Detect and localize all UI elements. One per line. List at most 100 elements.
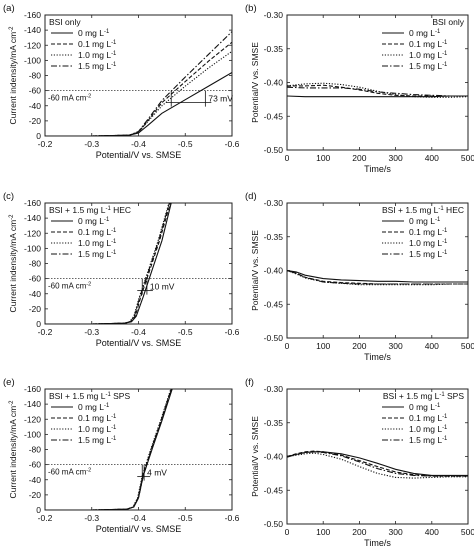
x-tick-label: -0.4 — [131, 139, 146, 149]
y-tick-label: -160 — [24, 198, 41, 208]
plot-frame — [286, 388, 469, 525]
legend-title: BSI only — [432, 17, 464, 27]
x-tick-label: 300 — [389, 341, 403, 351]
series-line-4 — [45, 389, 173, 510]
y-tick-label: -0.45 — [264, 299, 284, 309]
series-line-2 — [45, 41, 232, 136]
y-tick-label: -60 — [29, 274, 42, 284]
x-tick-label: -0.5 — [178, 327, 193, 337]
y-tick-label: -100 — [24, 55, 41, 65]
legend-entry: 1.0 mg L-1 — [78, 424, 117, 434]
y-tick-label: 0 — [36, 505, 41, 515]
series-line-1 — [287, 269, 468, 283]
legend-entry: 0.1 mg L-1 — [409, 413, 448, 423]
x-tick-label: -0.6 — [225, 327, 240, 337]
panel-e: 0 -20 -40 -60 -80 -100 -120 -140 -160 -0.2 -0.3 -0.… — [3, 377, 240, 534]
y-tick-label: 0 — [36, 319, 41, 329]
y-tick-label: -0.50 — [264, 333, 284, 343]
y-tick-label: -0.40 — [264, 78, 284, 88]
legend-entry: 1.5 mg L-1 — [78, 435, 117, 445]
panel-label: (b) — [245, 3, 257, 14]
legend-entry: 1.0 mg L-1 — [409, 238, 448, 248]
legend-entry: 0.1 mg L-1 — [78, 227, 117, 237]
plot-frame — [44, 14, 233, 137]
y-tick-label: -120 — [24, 228, 41, 238]
panel-d: -0.30 -0.35 -0.40 -0.45 -0.500 100 200 300 400 50… — [245, 191, 474, 362]
y-axis-label: Current indensity/mA cm-2 — [8, 215, 18, 313]
panel-label: (c) — [3, 191, 14, 202]
x-tick-label: 500 — [461, 341, 474, 351]
x-tick-label: 400 — [425, 341, 439, 351]
y-axis-label: Potential/V vs. SMSE — [250, 42, 260, 123]
legend-entry: 1.0 mg L-1 — [78, 50, 117, 60]
y-tick-label: -0.30 — [264, 384, 284, 394]
y-axis-label: Current indensity/mA cm-2 — [8, 27, 18, 125]
y-tick-label: -0.30 — [264, 10, 284, 20]
y-tick-label: -40 — [29, 475, 42, 485]
x-tick-label: 300 — [389, 153, 403, 163]
legend-entry: 1.0 mg L-1 — [78, 238, 117, 248]
legend-entry: 1.5 mg L-1 — [78, 61, 117, 71]
panel-c: 0 -20 -40 -60 -80 -100 -120 -140 -160 -0.2 -0.3 -0.… — [3, 191, 240, 348]
reference-line-label: -60 mA cm-2 — [48, 282, 91, 291]
y-tick-label: -140 — [24, 213, 41, 223]
y-tick-label: -120 — [24, 414, 41, 424]
y-tick-label: -0.50 — [264, 519, 284, 529]
legend-entry: 0.1 mg L-1 — [78, 413, 117, 423]
legend-entry: 0 mg L-1 — [78, 402, 110, 412]
legend-title: BSI + 1.5 mg L-1 SPS — [383, 391, 464, 401]
y-tick-label: -140 — [24, 25, 41, 35]
x-tick-label: -0.6 — [225, 139, 240, 149]
legend-entry: 0 mg L-1 — [78, 28, 110, 38]
legend-entry: 1.0 mg L-1 — [409, 424, 448, 434]
x-tick-label: -0.5 — [178, 513, 193, 523]
series-line-4 — [45, 31, 232, 136]
x-tick-label: 400 — [425, 153, 439, 163]
annotation-label: 73 mV — [208, 94, 233, 104]
legend-title: BSI + 1.5 mg L-1 HEC — [382, 205, 464, 215]
series-line-2 — [287, 84, 468, 97]
panel-label: (e) — [3, 377, 15, 388]
x-tick-label: 300 — [389, 527, 403, 537]
y-tick-label: -20 — [29, 304, 42, 314]
series-line-3 — [287, 82, 468, 98]
panel-label: (f) — [245, 377, 254, 388]
y-tick-label: -0.35 — [264, 418, 284, 428]
series-line-2 — [287, 450, 468, 477]
legend-entry: 0 mg L-1 — [409, 216, 441, 226]
y-tick-label: -0.30 — [264, 198, 284, 208]
legend-title: BSI + 1.5 mg L-1 SPS — [49, 391, 130, 401]
y-tick-label: -140 — [24, 399, 41, 409]
y-tick-label: -100 — [24, 429, 41, 439]
legend-entry: 0 mg L-1 — [78, 216, 110, 226]
series-line-1 — [45, 72, 232, 136]
y-tick-label: -100 — [24, 243, 41, 253]
legend-entry: 0 mg L-1 — [409, 402, 441, 412]
y-tick-label: -60 — [29, 86, 42, 96]
series-line-3 — [287, 452, 468, 479]
y-tick-label: -40 — [29, 101, 42, 111]
y-tick-label: -80 — [29, 259, 42, 269]
series-line-3 — [45, 389, 172, 510]
y-axis-label: Potential/V vs. SMSE — [250, 230, 260, 311]
x-tick-label: 500 — [461, 153, 474, 163]
series-line-4 — [287, 451, 468, 477]
series-line-4 — [45, 203, 170, 324]
x-axis-label: Time/s — [364, 164, 391, 174]
x-tick-label: 0 — [285, 341, 290, 351]
legend-title: BSI only — [49, 17, 81, 27]
plot-frame — [286, 14, 469, 151]
legend-entry: 0.1 mg L-1 — [78, 39, 117, 49]
annotation-label: 4 mV — [147, 468, 167, 478]
legend-title: BSI + 1.5 mg L-1 HEC — [49, 205, 131, 215]
y-axis-label: Potential/V vs. SMSE — [250, 416, 260, 497]
series-line-3 — [287, 269, 468, 286]
x-axis-label: Potential/V vs. SMSE — [96, 150, 182, 160]
x-tick-label: -0.2 — [38, 513, 53, 523]
x-tick-label: 0 — [285, 527, 290, 537]
y-tick-label: -120 — [24, 40, 41, 50]
legend-entry: 0.1 mg L-1 — [409, 39, 448, 49]
legend-entry: 0.1 mg L-1 — [409, 227, 448, 237]
x-tick-label: 100 — [316, 153, 330, 163]
legend-entry: 1.0 mg L-1 — [409, 50, 448, 60]
